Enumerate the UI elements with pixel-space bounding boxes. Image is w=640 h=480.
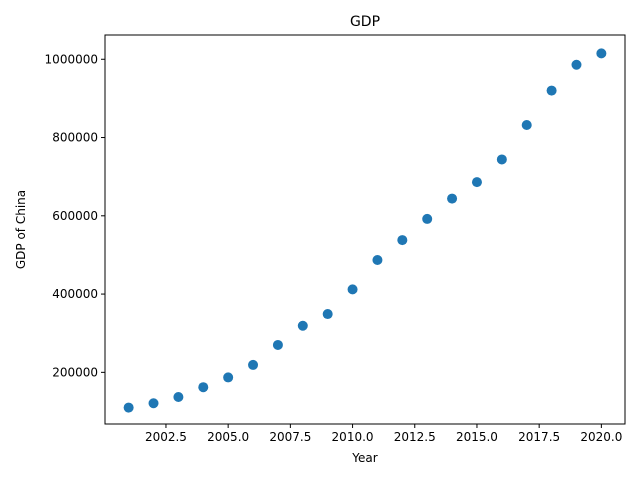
plot-frame: [104, 34, 626, 425]
data-point: [447, 193, 458, 204]
y-axis-label: GDP of China: [14, 190, 28, 269]
data-point: [496, 154, 507, 165]
y-tick-label: 1000000: [45, 52, 98, 66]
x-tick-label: 2012.5: [394, 430, 436, 444]
data-point: [372, 255, 383, 266]
data-point: [198, 382, 209, 393]
plot-area: [105, 35, 625, 424]
data-point: [422, 213, 433, 224]
data-point: [173, 391, 184, 402]
data-point: [272, 339, 283, 350]
data-point: [123, 402, 134, 413]
x-tick-label: 2017.5: [518, 430, 560, 444]
chart-title: GDP: [350, 14, 380, 30]
y-tick-label: 200000: [52, 365, 98, 379]
y-tick-label: 800000: [52, 131, 98, 145]
scatter-points: [123, 48, 607, 413]
data-point: [322, 309, 333, 320]
x-tick-label: 2007.5: [269, 430, 311, 444]
x-tick-label: 2005.0: [207, 430, 249, 444]
data-point: [546, 85, 557, 96]
data-point: [397, 235, 408, 246]
data-point: [223, 372, 234, 383]
y-tick-label: 600000: [52, 209, 98, 223]
data-point: [248, 359, 259, 370]
data-point: [521, 120, 532, 131]
x-tick-label: 2015.0: [456, 430, 498, 444]
x-tick-label: 2010.0: [332, 430, 374, 444]
data-point: [347, 284, 358, 295]
data-point: [596, 48, 607, 59]
x-tick-label: 2002.5: [145, 430, 187, 444]
data-point: [148, 398, 159, 409]
x-tick-label: 2020.0: [580, 430, 622, 444]
x-axis-ticks: 2002.5 2005.0 2007.5 2010.0 2012.5 2015.0 2017…: [145, 424, 622, 444]
x-axis-label: Year: [351, 451, 377, 465]
data-point: [471, 177, 482, 188]
y-axis-ticks: 200000 400000 600000 800000 1000000: [45, 52, 105, 379]
y-tick-label: 400000: [52, 287, 98, 301]
data-point: [297, 320, 308, 331]
data-point: [571, 59, 582, 70]
